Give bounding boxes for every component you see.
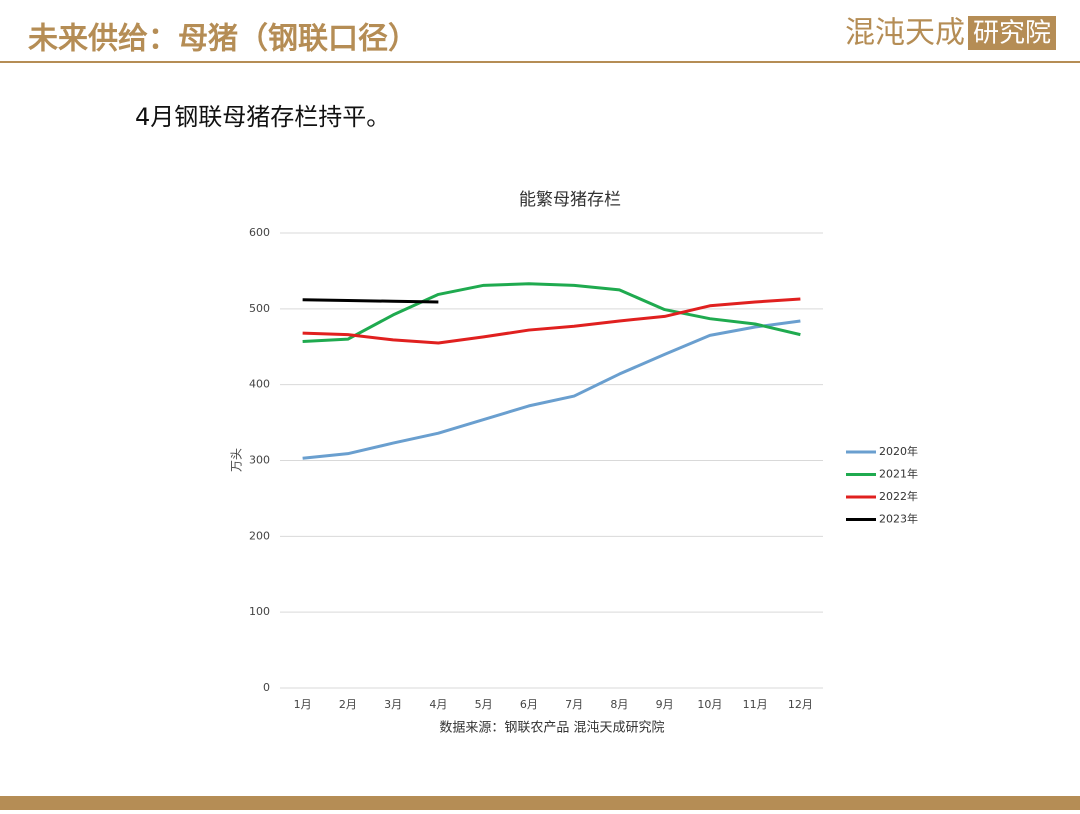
x-tick-label: 4月	[429, 698, 447, 711]
chart-title: 能繁母猪存栏	[519, 190, 621, 210]
x-tick-label: 6月	[520, 698, 538, 711]
x-tick-label: 3月	[384, 698, 402, 711]
line-series	[302, 282, 801, 343]
slide-title: 未来供给：母猪（钢联口径）	[28, 22, 418, 57]
line-series	[302, 298, 439, 304]
x-tick-label: 2月	[339, 698, 357, 711]
x-tick-label: 1月	[294, 698, 312, 711]
x-tick-label: 12月	[788, 698, 813, 711]
y-tick-label: 0	[263, 681, 270, 694]
legend-label: 2022年	[879, 489, 918, 503]
legend-label: 2023年	[879, 512, 918, 526]
x-tick-label: 10月	[697, 698, 722, 711]
logo-box-text: 研究院	[973, 19, 1051, 49]
source: 数据来源：钢联农产品 混沌天成研究院	[439, 721, 664, 736]
logo-text: 混沌天成	[845, 16, 965, 51]
logo-box	[968, 16, 1056, 50]
footer-bar	[0, 796, 1080, 810]
legend-label: 2020年	[879, 444, 918, 458]
legend-label: 2021年	[879, 467, 918, 481]
header-rule	[0, 61, 1080, 63]
x-tick-label: 11月	[743, 698, 768, 711]
line-series	[302, 297, 801, 345]
y-tick-label: 400	[249, 378, 270, 391]
x-tick-label: 8月	[610, 698, 628, 711]
y-tick-label: 600	[249, 226, 270, 239]
subtitle: 4月钢联母猪存栏持平。	[135, 103, 390, 131]
y-tick-label: 500	[249, 302, 270, 315]
x-tick-label: 5月	[475, 698, 493, 711]
y-tick-label: 100	[249, 605, 270, 618]
y-tick-label: 300	[249, 454, 270, 467]
x-tick-label: 7月	[565, 698, 583, 711]
x-tick-label: 9月	[656, 698, 674, 711]
line-series	[302, 319, 801, 460]
y-axis-label: 万头	[230, 448, 244, 472]
y-tick-label: 200	[249, 529, 270, 542]
